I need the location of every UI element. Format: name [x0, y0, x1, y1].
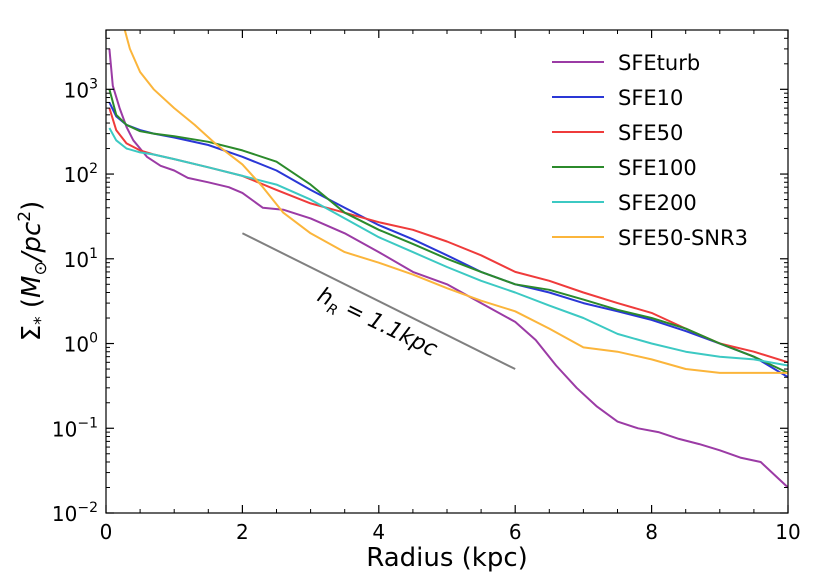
x-axis-label: Radius (kpc): [366, 543, 528, 573]
y-tick-label: 101: [64, 246, 98, 272]
plot-frame: [105, 29, 789, 514]
legend-label-sfe10: SFE10: [618, 86, 683, 110]
x-tick-label: 4: [372, 520, 385, 544]
y-tick-label: 103: [64, 76, 98, 102]
scale-length-annotation: hR = 1.1kpc: [312, 283, 441, 366]
series-line-sfe200: [108, 127, 788, 367]
y-label-sigma: Σ: [17, 325, 47, 341]
x-tick-label: 6: [509, 520, 522, 544]
x-tick-label: 8: [645, 520, 658, 544]
legend-label-sfe100: SFE100: [618, 156, 697, 180]
legend-label-sfe50: SFE50: [618, 121, 683, 145]
y-tick-label: 100: [64, 331, 98, 357]
y-label-m: M: [17, 276, 47, 298]
annotation-rest: = 1.1kpc: [335, 293, 441, 362]
x-tick-label: 0: [100, 520, 113, 544]
series-line-sfe100: [108, 89, 788, 374]
y-label-pc: /pc: [17, 222, 47, 264]
y-axis-label: Σ* (M⊙/pc2): [15, 201, 51, 342]
y-label-sq: 2: [15, 211, 35, 222]
legend-label-sfeturb: SFEturb: [618, 51, 700, 75]
legend-label-sfe50-snr3: SFE50-SNR3: [618, 226, 748, 250]
y-label-close: ): [17, 201, 47, 211]
y-label-open: (: [17, 298, 47, 316]
series-line-sfe50-snr3: [123, 30, 788, 374]
y-label-star: *: [31, 316, 51, 325]
y-tick-label: 102: [64, 161, 98, 187]
y-tick-label: 10−2: [52, 500, 98, 526]
tick-group: 0 2 4 6 8 10 10−2 10−1 100 101 102 103: [52, 29, 801, 544]
y-label-odot: ⊙: [31, 261, 51, 275]
reference-slope-line: [241, 232, 516, 370]
x-tick-label: 10: [775, 520, 800, 544]
x-tick-label: 2: [236, 520, 249, 544]
y-tick-label: 10−1: [52, 415, 98, 441]
series-group: [108, 30, 788, 489]
legend: SFEturb SFE10 SFE50 SFE100 SFE200 SFE50-SNR3: [552, 51, 748, 250]
legend-label-sfe200: SFE200: [618, 191, 697, 215]
